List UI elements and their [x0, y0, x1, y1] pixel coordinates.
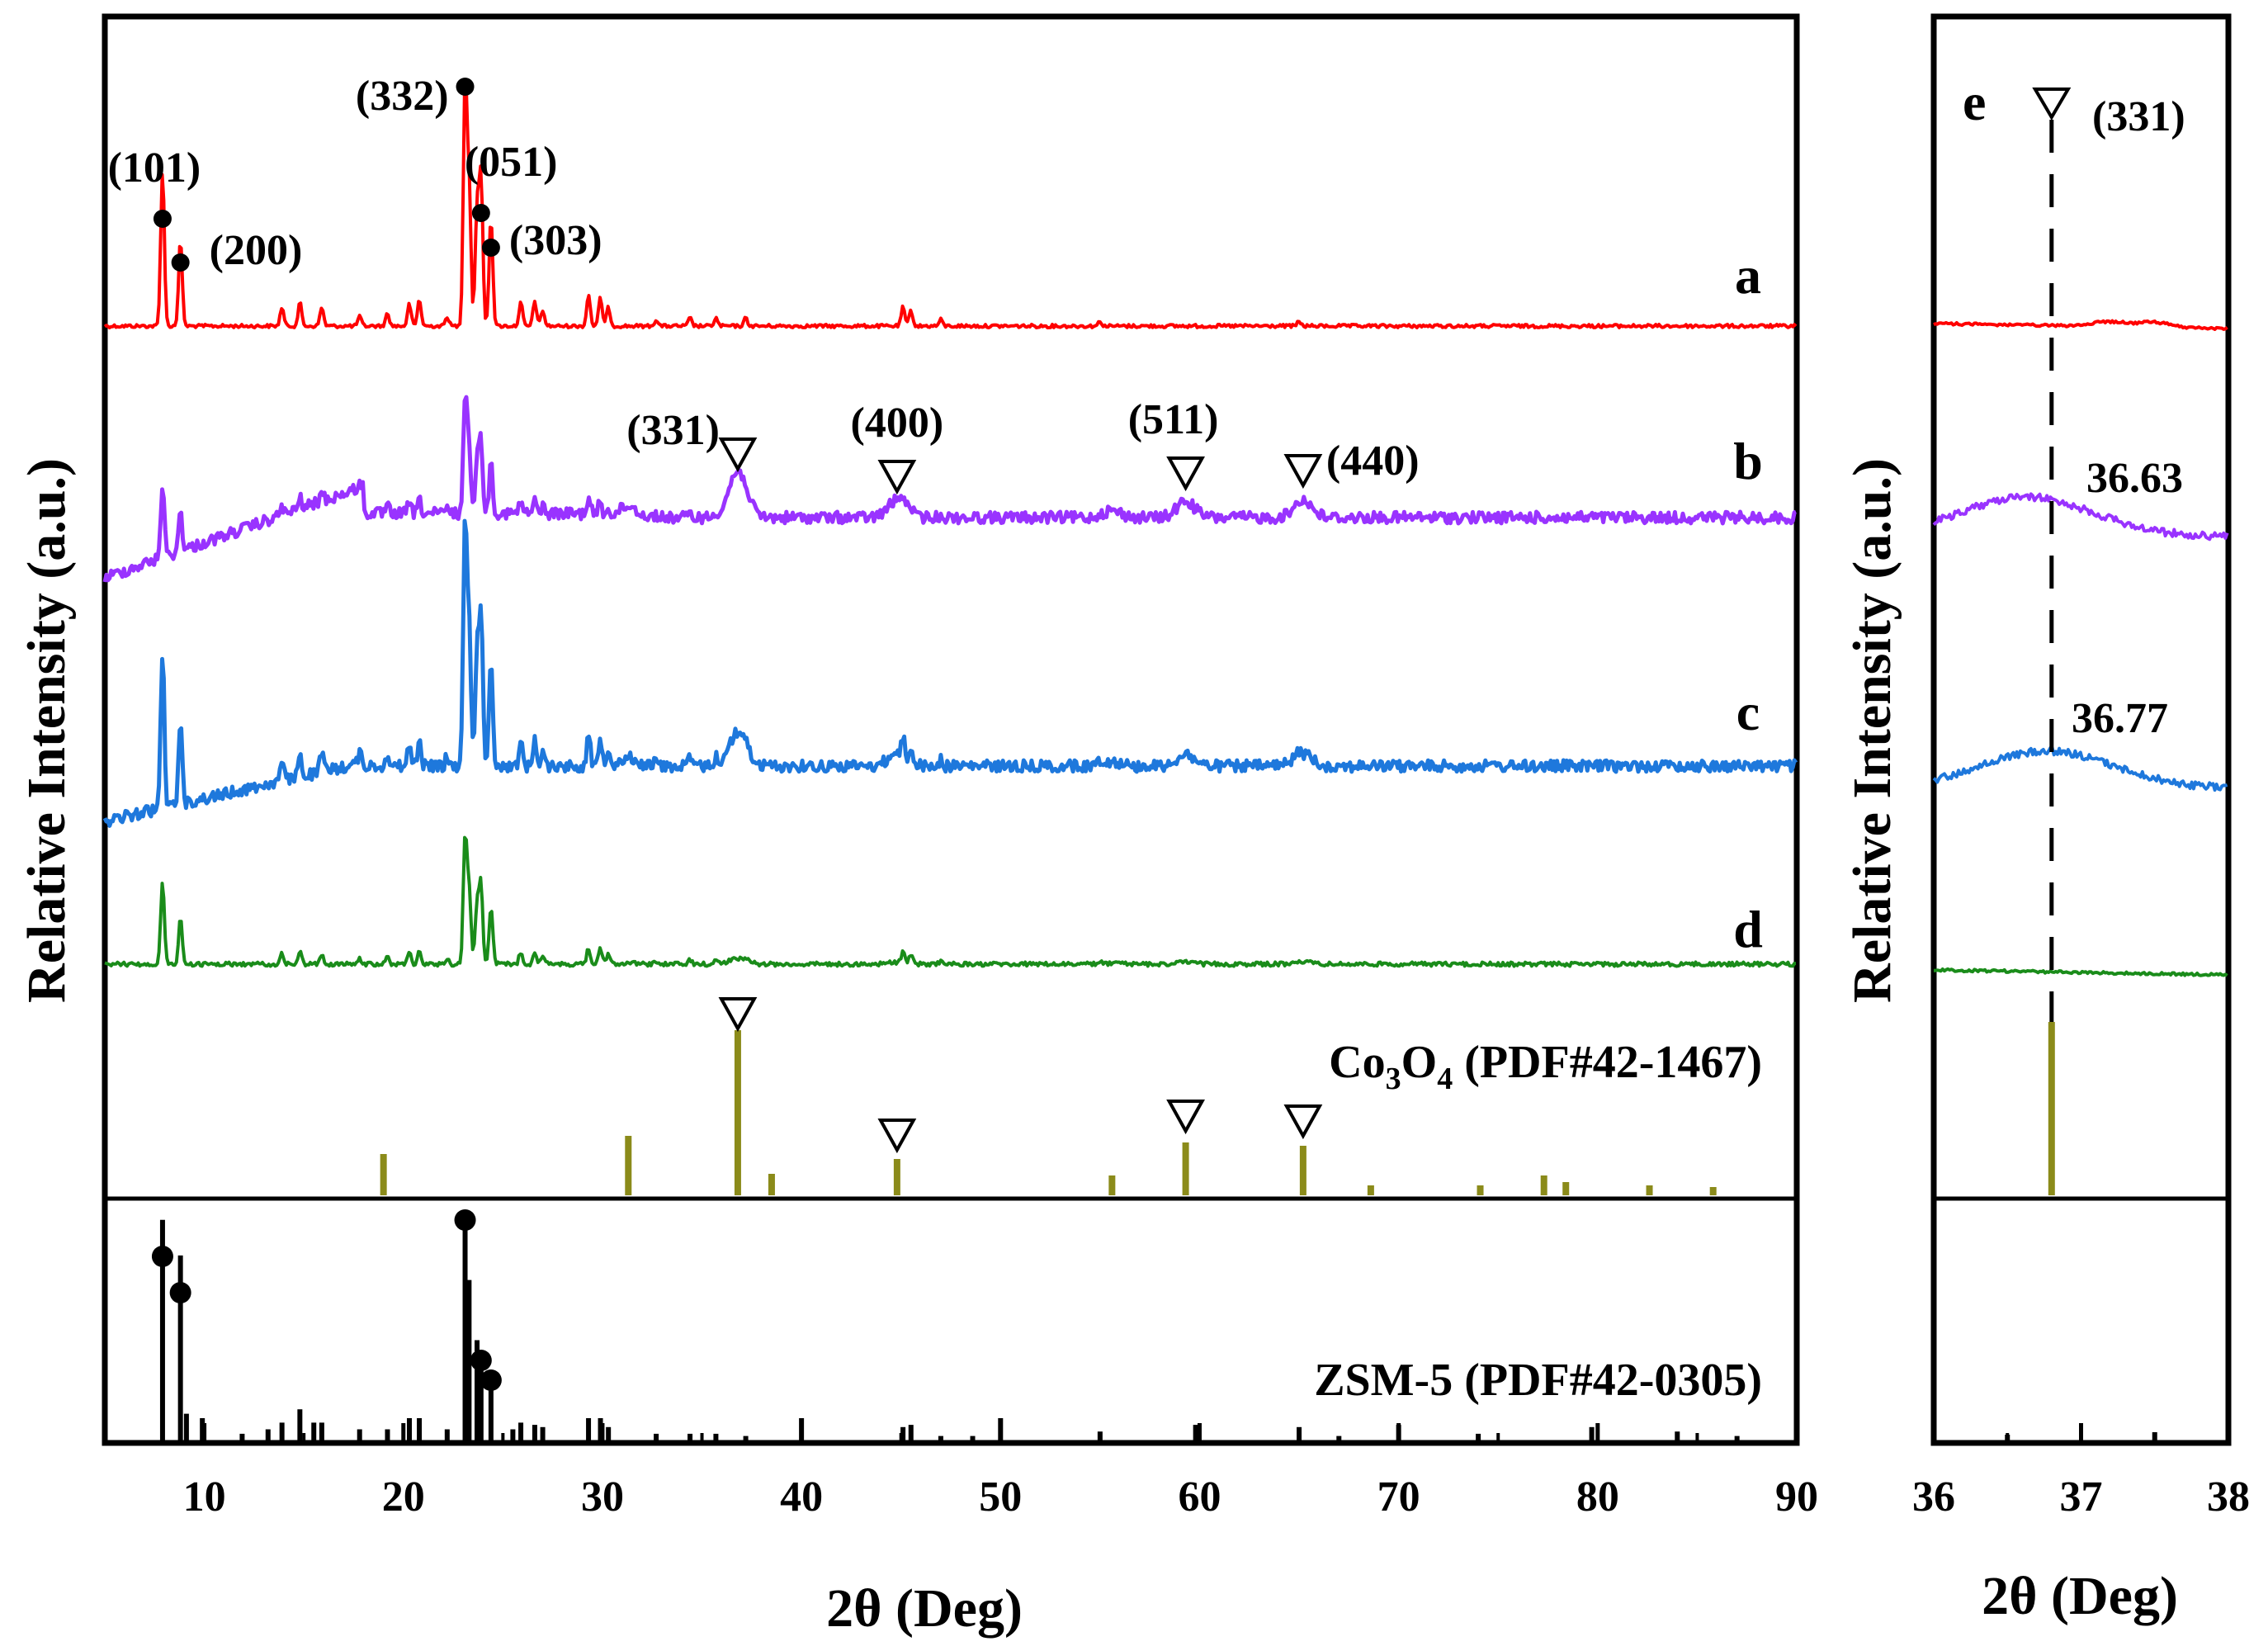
- co3o4-peak-label: (511): [1128, 396, 1219, 443]
- co3o4-peak-label: (331): [626, 407, 720, 454]
- zsm5-reference-dot: [480, 1369, 502, 1391]
- main-x-tick-label: 70: [1377, 1473, 1420, 1521]
- peak-markers: (101)(200) (332) (051) (303) (331) (400) (511)…: [108, 73, 1420, 1391]
- co3o4-reference-label: Co3O4 (PDF#42-1467): [1329, 1037, 1762, 1096]
- inset-peak-marker: [2032, 88, 2072, 121]
- co3o4-reference-marker: [1283, 1104, 1323, 1140]
- inset-x-ticks: 36 37 38: [1912, 1423, 2250, 1521]
- main-series-curves: [102, 81, 1798, 968]
- series-b-line: [102, 395, 1797, 583]
- zsm5-peak-label: (200): [210, 227, 303, 274]
- zsm5-peak-dot-a: [153, 210, 172, 228]
- series-label-b: b: [1733, 432, 1763, 490]
- zsm5-reference-dot: [169, 1282, 191, 1303]
- series-c-line: [102, 518, 1798, 828]
- co3o4-reference-marker: [877, 1119, 917, 1154]
- zsm5-reference-lines: [159, 1218, 1740, 1440]
- inset-panel-label: e: [1963, 73, 1986, 131]
- inset-series-a-line: [1933, 319, 2228, 331]
- inset-series-b-line: [1932, 492, 2229, 542]
- zsm5-reference-dot: [470, 1350, 492, 1371]
- series-label-a: a: [1735, 246, 1761, 305]
- inset-x-tick-label: 38: [2207, 1473, 2250, 1521]
- zsm5-peak-dot-a: [171, 253, 190, 272]
- co3o4-reference-marker: [718, 997, 758, 1033]
- series-label-d: d: [1733, 900, 1763, 958]
- co3o4-peak-marker-b: [1166, 456, 1205, 492]
- zsm5-peak-label: (101): [108, 144, 201, 192]
- zsm5-reference-dot: [454, 1209, 476, 1231]
- zsm5-peak-dot-a: [471, 204, 490, 222]
- inset-x-axis-label: 2θ (Deg): [1982, 1566, 2178, 1626]
- series-a-line: [103, 81, 1798, 329]
- zsm5-peak-dot-a: [481, 239, 500, 257]
- inset-y-axis-label: Relative Intensity (a.u.): [1842, 458, 1902, 1003]
- inset-annotation-c: 36.77: [2072, 695, 2168, 742]
- main-x-tick-label: 80: [1576, 1473, 1619, 1521]
- zsm5-peak-label: (303): [509, 217, 602, 264]
- inset-series-curves: [1932, 319, 2229, 977]
- main-x-tick-label: 60: [1178, 1473, 1221, 1521]
- co3o4-peak-marker-b: [1283, 454, 1323, 490]
- series-label-c: c: [1736, 683, 1760, 741]
- zsm5-reference-label: ZSM-5 (PDF#42-0305): [1314, 1355, 1762, 1406]
- main-x-tick-label: 30: [581, 1473, 624, 1521]
- main-plot-frame: [102, 13, 1800, 1446]
- main-x-tick-label: 90: [1775, 1473, 1818, 1521]
- inset-annotation-b: 36.63: [2086, 455, 2183, 502]
- series-d-line: [104, 835, 1797, 968]
- main-x-tick-label: 20: [382, 1473, 425, 1521]
- zsm5-peak-dot-a: [456, 78, 475, 96]
- co3o4-peak-label: (440): [1326, 438, 1420, 485]
- inset-series-d-line: [1934, 967, 2228, 977]
- main-x-axis-label: 2θ (Deg): [826, 1578, 1023, 1639]
- main-x-tick-label: 50: [979, 1473, 1022, 1521]
- main-x-tick-label: 10: [183, 1473, 226, 1521]
- co3o4-reference-lines: [380, 1030, 1717, 1195]
- zsm5-peak-label: (051): [465, 139, 558, 186]
- main-y-axis-label: Relative Intensity (a.u.): [17, 458, 77, 1003]
- main-x-tick-label: 40: [780, 1473, 823, 1521]
- inset-x-tick-label: 36: [1912, 1473, 1955, 1521]
- co3o4-peak-marker-b: [877, 460, 917, 495]
- co3o4-peak-label: (400): [851, 400, 944, 447]
- inset-series-c-line: [1932, 745, 2228, 792]
- inset-x-tick-label: 37: [2060, 1473, 2103, 1521]
- co3o4-peak-marker-b: [718, 438, 758, 473]
- main-x-ticks: 10 20 30 40 50 60 70 80 90: [183, 1423, 1818, 1521]
- zsm5-peak-label: (332): [356, 73, 449, 120]
- inset-reference: [2005, 88, 2157, 1440]
- inset-peak-label: (331): [2092, 93, 2185, 140]
- co3o4-reference-marker: [1166, 1100, 1205, 1135]
- zsm5-reference-dot: [151, 1246, 173, 1267]
